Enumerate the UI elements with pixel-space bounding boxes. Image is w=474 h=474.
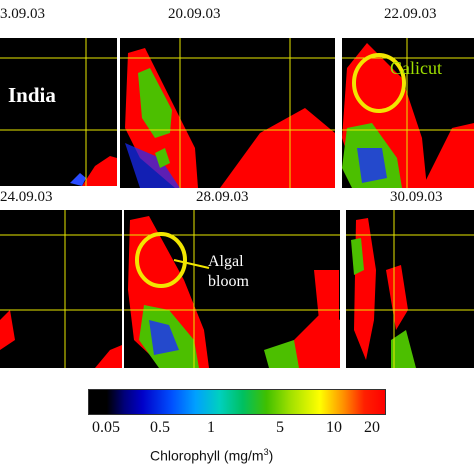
date-label-2: 20.09.03 bbox=[168, 6, 221, 22]
colorbar-label: Chlorophyll (mg/m3) bbox=[150, 447, 273, 464]
colorbar-label-sup: 3 bbox=[263, 447, 269, 457]
colorbar-tick-6: 20 bbox=[364, 419, 380, 436]
algal-bloom-label: Algal bloom bbox=[208, 252, 278, 292]
colorbar-tick-5: 10 bbox=[326, 419, 342, 436]
map-panel-5: Algal bloom bbox=[124, 210, 340, 368]
calicut-label: Calicut bbox=[390, 58, 442, 78]
algal-label-line1: Algal bbox=[208, 253, 244, 270]
india-label: India bbox=[8, 83, 56, 107]
date-label-4: 24.09.03 bbox=[0, 189, 53, 205]
map-panel-3: Calicut bbox=[342, 38, 474, 188]
date-label-6: 30.09.03 bbox=[390, 189, 443, 205]
map-panel-6 bbox=[346, 210, 474, 368]
date-label-1: 3.09.03 bbox=[0, 6, 45, 22]
algal-label-line2: bloom bbox=[208, 273, 249, 290]
colorbar-tick-4: 5 bbox=[276, 419, 284, 436]
colorbar-tick-1: 0.05 bbox=[92, 419, 120, 436]
colorbar-tick-2: 0.5 bbox=[150, 419, 170, 436]
colorbar-label-end: ) bbox=[268, 447, 274, 464]
map-panel-2 bbox=[120, 38, 335, 188]
chlorophyll-colorbar bbox=[88, 389, 386, 415]
colorbar-tick-3: 1 bbox=[207, 419, 215, 436]
map-panel-4 bbox=[0, 210, 122, 368]
date-label-3: 22.09.03 bbox=[384, 6, 437, 22]
date-label-5: 28.09.03 bbox=[196, 189, 249, 205]
map-panel-1: India bbox=[0, 38, 117, 186]
colorbar-label-text: Chlorophyll (mg/m bbox=[150, 447, 264, 464]
